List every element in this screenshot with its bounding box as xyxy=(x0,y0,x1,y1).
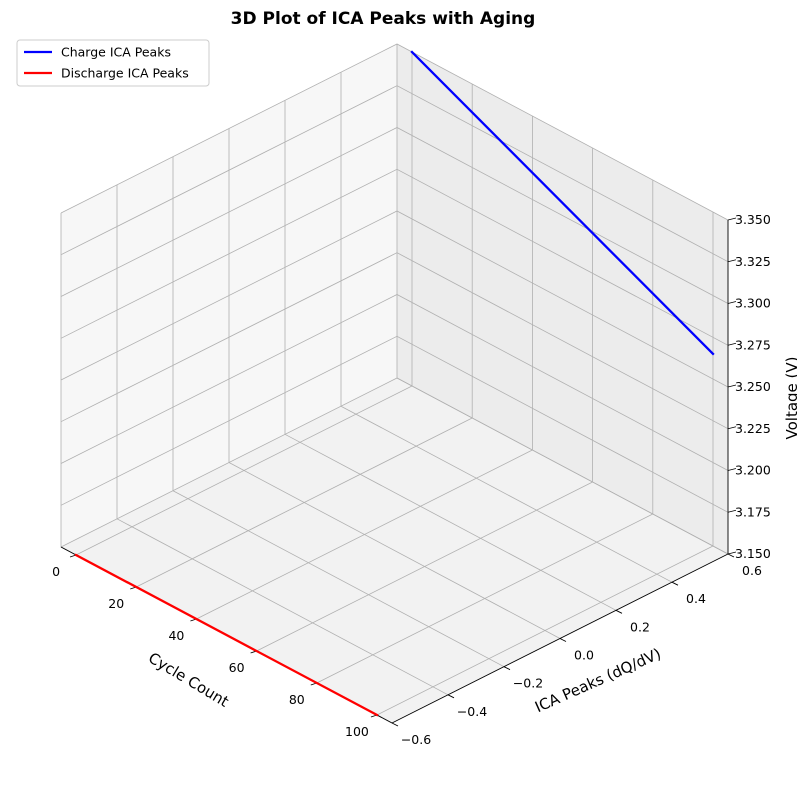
z-tick-label: 3.325 xyxy=(735,254,771,269)
z-grid-line xyxy=(60,335,729,513)
z-grid-line xyxy=(60,168,729,346)
y-tick-mark xyxy=(447,694,455,699)
x-axis-label: Cycle Count xyxy=(145,649,232,711)
y-tick-label: 0.6 xyxy=(742,563,762,578)
legend: Charge ICA Peaks Discharge ICA Peaks xyxy=(16,39,210,87)
z-tick-mark xyxy=(727,342,737,346)
series-layer xyxy=(74,50,715,717)
legend-label-discharge: Discharge ICA Peaks xyxy=(61,66,189,81)
z-tick-mark xyxy=(727,217,737,221)
z-grid-line xyxy=(60,85,729,263)
z-tick-label: 3.250 xyxy=(735,379,771,394)
y-tick-label: 0.2 xyxy=(630,619,650,634)
series-line-charge xyxy=(410,50,715,356)
axis-panes xyxy=(61,44,728,723)
x-tick-label: 20 xyxy=(108,596,124,611)
tick-labels: 0 20 40 60 80 100 −0.6 −0.4 −0.2 0.0 0.2 0.4 0.6 3.15… xyxy=(52,212,771,747)
y-tick-mark xyxy=(559,638,567,642)
y-axis-label: ICA Peaks (dQ/dV) xyxy=(532,645,664,717)
legend-label-charge: Charge ICA Peaks xyxy=(61,45,171,60)
z-tick-mark xyxy=(727,426,737,430)
z-tick-label: 3.350 xyxy=(735,212,771,227)
z-tick-mark xyxy=(727,301,737,304)
chart-title: 3D Plot of ICA Peaks with Aging xyxy=(231,9,536,29)
z-tick-mark xyxy=(727,259,737,263)
z-tick-mark xyxy=(727,509,737,513)
series-line-discharge xyxy=(74,553,379,717)
x-tick-label: 40 xyxy=(168,628,184,643)
y-tick-label: −0.4 xyxy=(457,704,487,719)
x-tick-label: 100 xyxy=(345,724,369,739)
y-tick-mark xyxy=(615,609,623,614)
z-grid-line xyxy=(60,127,729,304)
y-tick-label: −0.6 xyxy=(401,732,431,747)
x-tick-label: 80 xyxy=(289,692,305,707)
x-tick-label: 60 xyxy=(229,660,245,675)
y-tick-mark xyxy=(727,553,735,558)
legend-box xyxy=(16,39,210,87)
z-grid-line xyxy=(60,252,729,430)
grid-lines xyxy=(60,43,729,724)
z-axis-label: Voltage (V) xyxy=(783,357,797,440)
z-grid-line xyxy=(60,377,729,555)
y-tick-mark xyxy=(503,666,511,671)
y-tick-label: 0.0 xyxy=(574,648,594,663)
x-tick-label: 0 xyxy=(52,564,60,579)
z-grid-line xyxy=(60,294,729,471)
z-grid-line xyxy=(60,210,729,388)
y-tick-mark xyxy=(391,722,399,727)
z-tick-label: 3.225 xyxy=(735,421,771,436)
z-tick-mark xyxy=(727,384,737,388)
z-tick-label: 3.175 xyxy=(735,504,771,519)
z-tick-label: 3.275 xyxy=(735,337,771,352)
z-grid-line xyxy=(60,43,729,221)
z-tick-mark xyxy=(727,551,737,555)
z-tick-label: 3.300 xyxy=(735,296,771,311)
y-tick-label: 0.4 xyxy=(686,591,706,606)
z-tick-label: 3.200 xyxy=(735,463,771,478)
y-tick-label: −0.2 xyxy=(513,676,543,691)
z-tick-label: 3.150 xyxy=(735,546,771,561)
y-tick-mark xyxy=(671,581,679,586)
z-tick-mark xyxy=(727,468,737,471)
